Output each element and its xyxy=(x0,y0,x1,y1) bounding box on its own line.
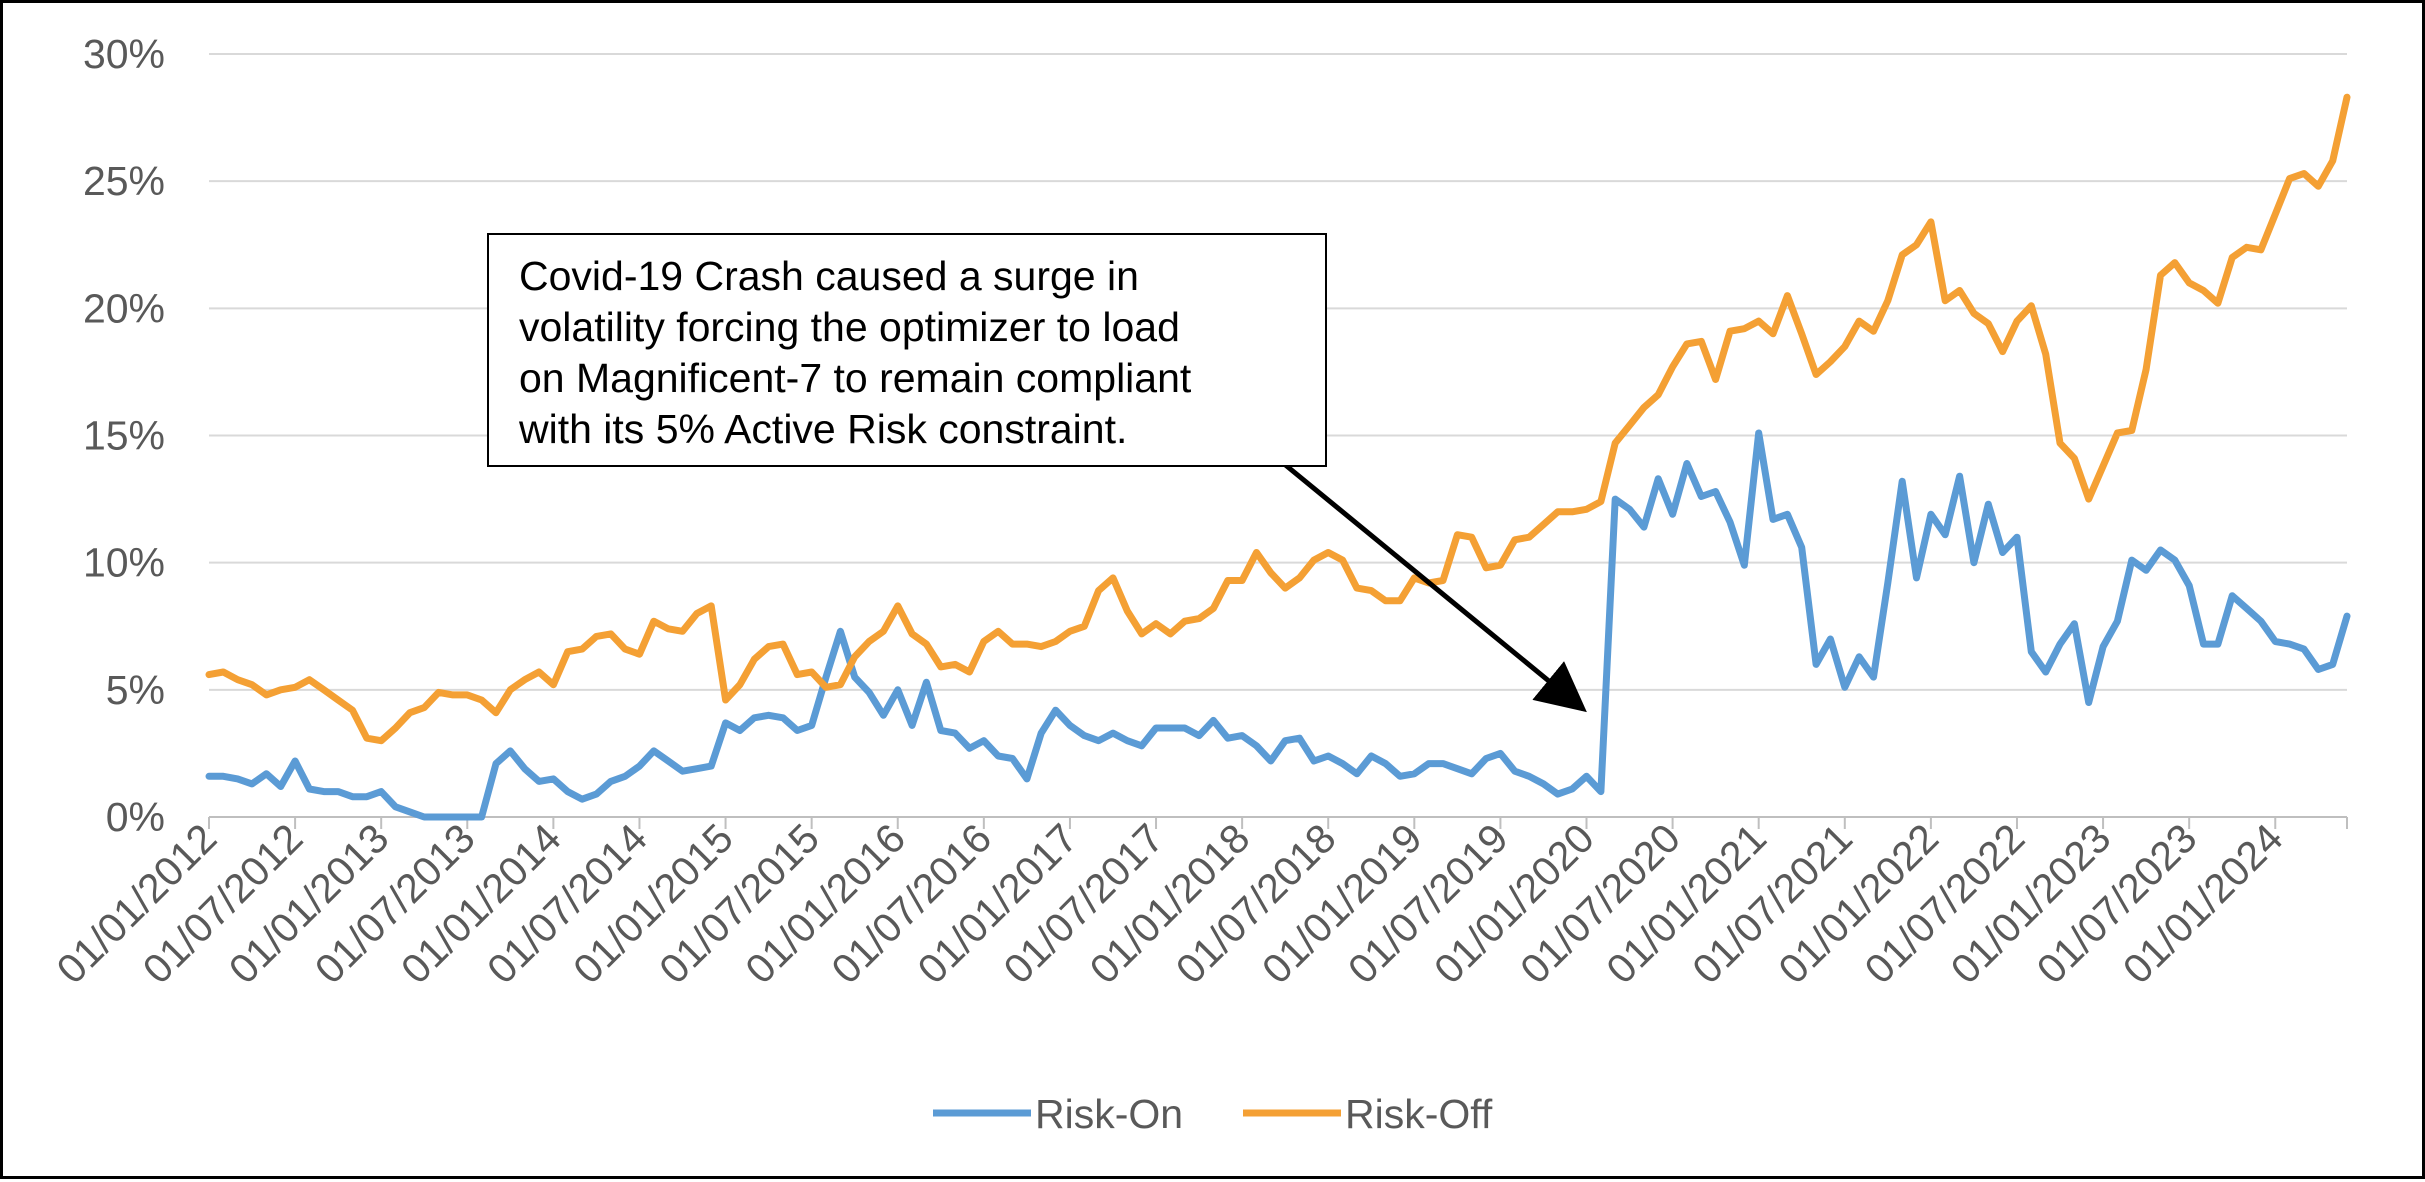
y-tick-label: 25% xyxy=(83,158,165,204)
y-tick-label: 30% xyxy=(83,31,165,77)
legend-label-risk-off: Risk-Off xyxy=(1345,1091,1493,1137)
annotation-arrow xyxy=(1281,461,1587,713)
y-tick-label: 5% xyxy=(106,667,165,713)
y-tick-label: 20% xyxy=(83,285,165,331)
y-tick-label: 10% xyxy=(83,540,165,586)
legend: Risk-On Risk-Off xyxy=(933,1091,1493,1137)
series-line-risk-off xyxy=(205,93,2351,745)
legend-label-risk-on: Risk-On xyxy=(1035,1091,1183,1137)
annotation-callout: Covid-19 Crash caused a surge in volatil… xyxy=(487,233,1327,467)
series-line-risk-on xyxy=(205,429,2351,821)
y-axis: 0% 5% 10% 15% 20% 25% 30% xyxy=(83,31,165,840)
y-tick-label: 0% xyxy=(106,794,165,840)
line-chart: 0% 5% 10% 15% 20% 25% 30% 01/01/201201/07/2012… xyxy=(48,31,2351,1137)
x-axis: 01/01/201201/07/201201/01/201301/07/2013… xyxy=(48,815,2348,992)
series-lines xyxy=(205,93,2351,821)
y-tick-label: 15% xyxy=(83,413,165,459)
